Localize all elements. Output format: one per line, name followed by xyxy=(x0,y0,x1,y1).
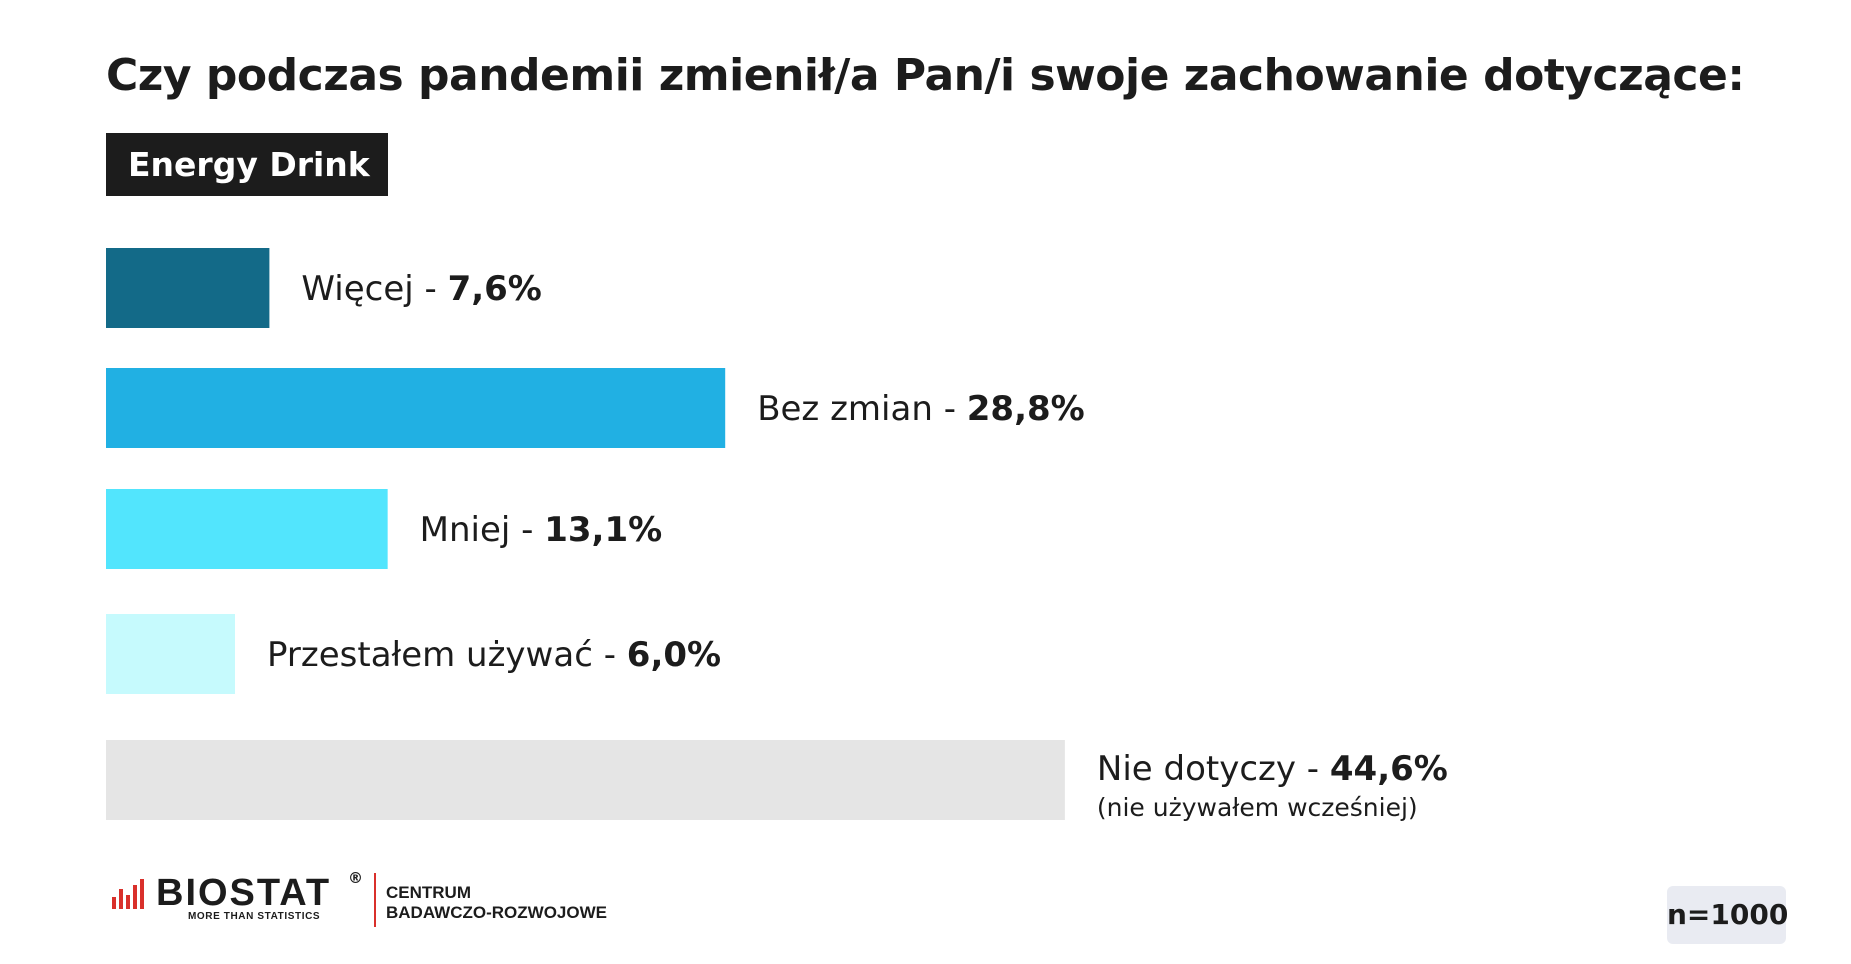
bar-3 xyxy=(106,489,388,569)
logo-wordmark: BIOSTAT xyxy=(156,872,332,914)
product-tag: Energy Drink xyxy=(106,133,388,196)
bar-label-1: Więcej - 7,6% xyxy=(301,269,541,309)
bar-category-4: Przestałem używać - xyxy=(267,635,627,675)
bar-value-4: 6,0% xyxy=(627,635,721,675)
bar-category-5: Nie dotyczy - xyxy=(1097,749,1330,789)
logo-registered-mark: ® xyxy=(348,869,363,887)
bar-label-2: Bez zmian - 28,8% xyxy=(757,389,1085,429)
chart-title: Czy podczas pandemii zmienił/a Pan/i swo… xyxy=(106,50,1745,101)
bar-5 xyxy=(106,740,1065,820)
bar-category-2: Bez zmian - xyxy=(757,389,967,429)
bar-label-3: Mniej - 13,1% xyxy=(420,510,663,550)
center-line-1: CENTRUM xyxy=(386,883,471,902)
bar-label-5: Nie dotyczy - 44,6% xyxy=(1097,749,1448,789)
bar-1 xyxy=(106,248,270,328)
bar-2 xyxy=(106,368,726,448)
logo-tagline: MORE THAN STATISTICS xyxy=(188,911,321,922)
bar-category-3: Mniej - xyxy=(420,510,545,550)
logo-bars-icon xyxy=(112,879,145,909)
bar-value-5: 44,6% xyxy=(1330,749,1448,789)
logo-divider xyxy=(374,873,376,927)
sample-size-badge: n=1000 xyxy=(1667,886,1788,944)
bar-note-5: (nie używałem wcześniej) xyxy=(1097,793,1418,822)
center-line-2: BADAWCZO-ROZWOJOWE xyxy=(386,903,607,922)
bar-category-1: Więcej - xyxy=(301,269,447,309)
bar-value-1: 7,6% xyxy=(448,269,542,309)
research-center-name: CENTRUM BADAWCZO-ROZWOJOWE xyxy=(386,883,607,923)
bar-4 xyxy=(106,614,235,694)
bar-label-4: Przestałem używać - 6,0% xyxy=(267,635,721,675)
bar-value-3: 13,1% xyxy=(544,510,662,550)
bar-value-2: 28,8% xyxy=(967,389,1085,429)
